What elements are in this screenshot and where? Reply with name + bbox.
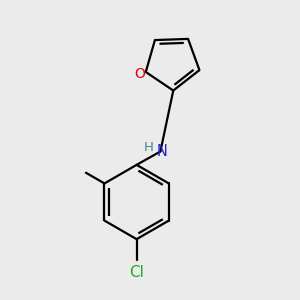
Text: Cl: Cl — [129, 265, 144, 280]
Text: O: O — [134, 67, 145, 81]
Text: H: H — [144, 141, 154, 154]
Text: N: N — [157, 144, 167, 159]
